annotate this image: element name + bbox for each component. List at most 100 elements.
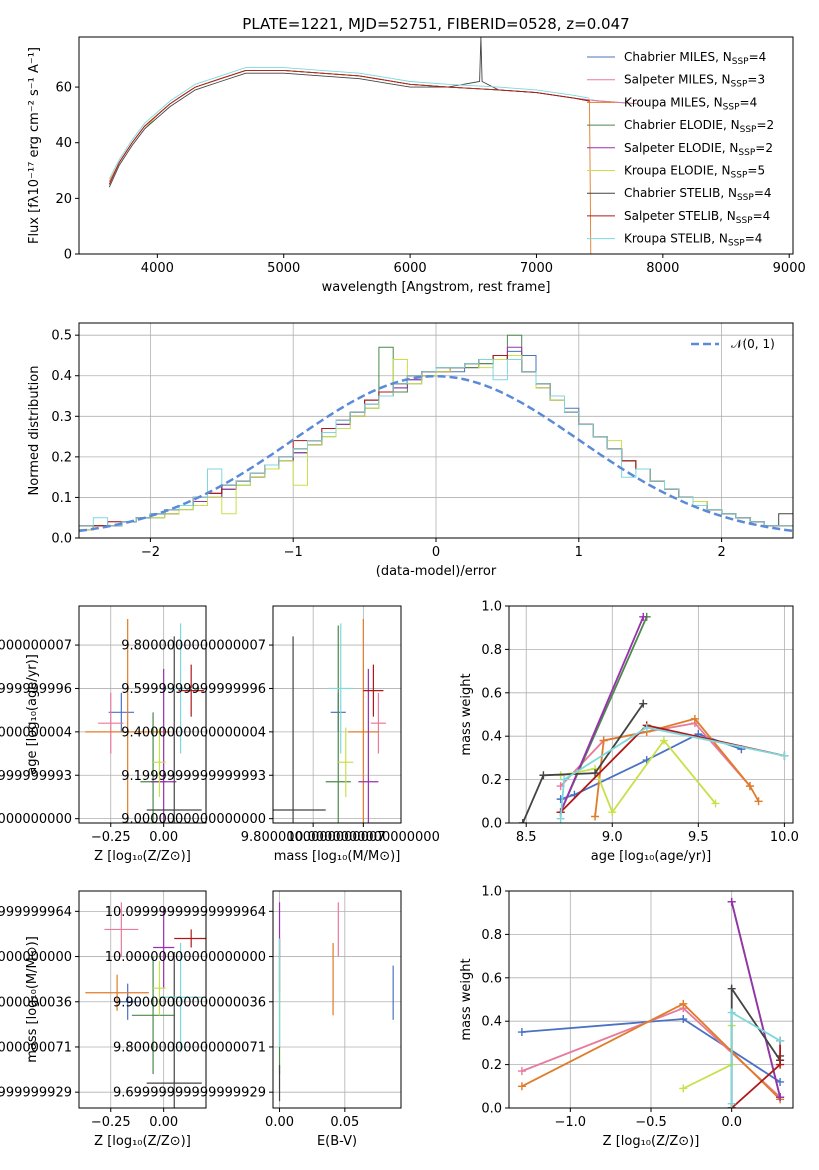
- y-tick-label: 10.00000000000000000: [0, 950, 72, 965]
- y-tick-label: 10.09999999999999964: [105, 905, 266, 920]
- legend-label: Salpeter STELIB, NSSP=4: [624, 209, 770, 226]
- spectrum-line: [144, 69, 499, 130]
- x-tick-label: −0.25: [91, 1115, 131, 1130]
- y-tick-label: 9.8000000000000007: [0, 639, 72, 654]
- weight-marker: [599, 736, 608, 745]
- x-tick-label: −0.25: [91, 830, 131, 845]
- weight-marker: [518, 819, 527, 823]
- y-tick-label: 0.2: [51, 450, 72, 465]
- x-tick-label: 0: [432, 545, 440, 560]
- weight-marker: [727, 897, 736, 906]
- plots-layer: Chabrier MILES, NSSP=4 Salpeter MILES, NS…: [0, 36, 806, 1149]
- y-tick-label: 1.0: [481, 600, 502, 615]
- y-tick-label: 40: [55, 136, 72, 151]
- y-axis-label: mass weight: [459, 958, 474, 1040]
- weight-marker: [727, 1008, 736, 1017]
- x-tick-label: 9000: [773, 261, 806, 276]
- y-tick-label: 0.0: [51, 532, 72, 547]
- x-tick-label: 4000: [141, 261, 174, 276]
- legend-label: Kroupa ELODIE, NSSP=5: [624, 164, 765, 181]
- y-tick-label: 9.1999999999999993: [121, 769, 266, 784]
- plot-area-ebv-mass: [278, 902, 394, 1102]
- spectrum-line: [108, 69, 592, 254]
- weight-marker: [727, 984, 736, 993]
- y-tick-label: 0.8: [481, 643, 502, 658]
- y-axis-label: mass weight: [459, 673, 474, 755]
- x-tick-label: 6000: [394, 261, 427, 276]
- weight-marker: [517, 1028, 526, 1037]
- weight-marker: [539, 771, 548, 780]
- y-tick-label: 0.8: [481, 928, 502, 943]
- weight-line: [560, 739, 717, 814]
- legend-label: Salpeter ELODIE, NSSP=2: [624, 141, 773, 158]
- x-tick-label: 0.00: [265, 1115, 294, 1130]
- weight-marker: [780, 751, 789, 760]
- plot-area-z-age: [85, 619, 204, 823]
- x-tick-label: 0.0: [721, 1115, 742, 1130]
- x-tick-label: 5000: [267, 261, 300, 276]
- spectrum-line: [144, 69, 499, 130]
- y-tick-label: 0.3: [51, 410, 72, 425]
- x-tick-label: 1: [575, 545, 583, 560]
- y-axis-label: Normed distribution: [27, 366, 42, 496]
- y-tick-label: 0.4: [51, 369, 72, 384]
- y-tick-label: 9.4000000000000004: [121, 725, 266, 740]
- weight-marker: [679, 999, 688, 1008]
- x-tick-label: 0.05: [330, 1115, 359, 1130]
- weight-marker: [727, 1099, 736, 1108]
- weight-marker: [639, 612, 648, 621]
- x-tick-label: 7000: [520, 261, 553, 276]
- y-tick-label: 1.0: [481, 885, 502, 900]
- weight-marker: [690, 714, 699, 723]
- y-tick-label: 9.69999999999999929: [0, 1086, 72, 1101]
- x-tick-label: 9.0: [602, 830, 623, 845]
- weight-marker: [560, 775, 569, 784]
- x-tick-label: 9.5: [688, 830, 709, 845]
- legend-label: Chabrier MILES, NSSP=4: [624, 50, 766, 67]
- weight-line: [730, 901, 781, 1098]
- legend-label: Kroupa MILES, NSSP=4: [624, 95, 757, 112]
- y-tick-label: 0.6: [481, 686, 502, 701]
- y-tick-label: 9.5999999999999996: [121, 682, 266, 697]
- weight-marker: [642, 723, 651, 732]
- y-tick-label: 0.5: [51, 329, 72, 344]
- y-tick-label: 0.6: [481, 971, 502, 986]
- y-tick-label: 0.0: [481, 1102, 502, 1117]
- axes-frame: [78, 890, 207, 1109]
- y-tick-label: 9.90000000000000036: [113, 995, 266, 1010]
- weight-marker: [679, 1084, 688, 1093]
- axes-frame: [508, 605, 794, 824]
- panel-age-weight: 8.5 9.0 9.5 10.0 0.0 0.2 0.4 0.6 0.8 1.0 age [log₁…: [459, 600, 799, 865]
- panel-mass-age: 9.800000000000000710.00000000000000009.0…: [121, 605, 440, 864]
- plot-area-residuals: [79, 334, 793, 538]
- weight-marker: [517, 1082, 526, 1091]
- x-axis-label: Z [log₁₀(Z/Z⊙)]: [94, 1134, 191, 1149]
- axes-frame: [272, 890, 402, 1109]
- weight-marker: [679, 1015, 688, 1024]
- y-tick-label: 9.4000000000000004: [0, 725, 72, 740]
- spectrum-line: [108, 67, 590, 180]
- axes-frame: [78, 36, 794, 255]
- y-tick-label: 10.09999999999999964: [0, 905, 72, 920]
- x-tick-label: 0.00: [149, 1115, 178, 1130]
- weight-marker: [659, 736, 668, 745]
- spectrum-line: [108, 37, 590, 188]
- x-tick-label: 10.0000000000000000: [287, 830, 440, 845]
- y-axis-label: age [log₁₀(age/yr)]: [25, 654, 40, 775]
- axes-frame: [78, 605, 207, 824]
- y-tick-label: 10.00000000000000000: [105, 950, 266, 965]
- weight-line: [559, 722, 751, 787]
- legend-label: 𝒩(0, 1): [731, 337, 775, 351]
- weight-line: [594, 717, 760, 817]
- panel-z-weight: −1.0 −0.5 0.0 0.0 0.2 0.4 0.6 0.8 1.0 Z [log₁₀(Z/…: [459, 885, 794, 1149]
- weight-marker: [608, 808, 617, 817]
- plot-area-age-weight: [518, 612, 789, 823]
- x-axis-label: Z [log₁₀(Z/Z⊙)]: [603, 1134, 700, 1149]
- x-axis-label: age [log₁₀(age/yr)]: [591, 849, 712, 864]
- y-tick-label: 9.80000000000000071: [113, 1040, 266, 1055]
- y-tick-label: 0.4: [481, 1015, 502, 1030]
- x-axis-label: mass [log₁₀(M/M⊙)]: [274, 849, 401, 864]
- weight-line: [559, 616, 645, 813]
- histogram-step: [79, 359, 793, 538]
